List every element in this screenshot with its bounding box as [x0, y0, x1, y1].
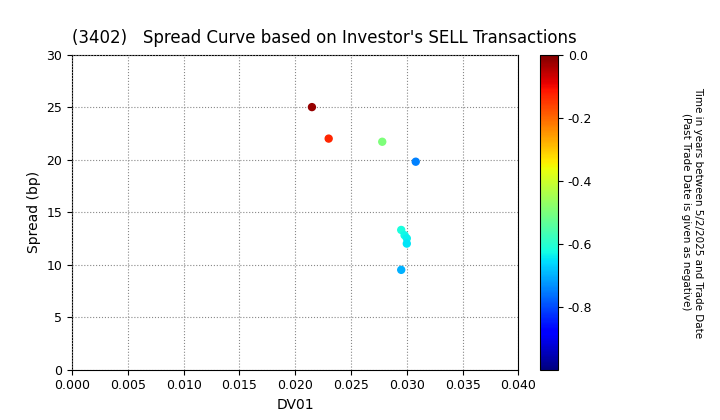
Point: [377, 138, 388, 145]
Point: [399, 232, 410, 239]
Y-axis label: Spread (bp): Spread (bp): [27, 171, 41, 253]
Text: (3402)   Spread Curve based on Investor's SELL Transactions: (3402) Spread Curve based on Investor's …: [72, 29, 577, 47]
Point: [395, 266, 407, 273]
Point: [306, 104, 318, 110]
Y-axis label: Time in years between 5/2/2025 and Trade Date
(Past Trade Date is given as negat: Time in years between 5/2/2025 and Trade…: [681, 87, 703, 338]
Point: [401, 235, 413, 242]
Point: [401, 240, 413, 247]
Point: [395, 226, 407, 233]
Point: [323, 135, 334, 142]
Point: [410, 158, 421, 165]
X-axis label: DV01: DV01: [276, 398, 314, 412]
